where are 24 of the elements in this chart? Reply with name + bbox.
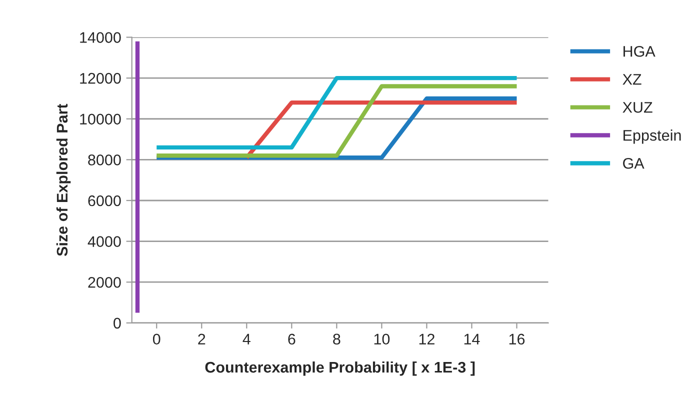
- x-tick-label: 10: [374, 334, 390, 345]
- legend-label: XZ: [622, 74, 642, 85]
- x-tick-label: 6: [288, 334, 296, 345]
- y-tick-label: 0: [114, 318, 121, 329]
- x-tick-label: 2: [198, 334, 206, 344]
- x-tick-label: 8: [333, 334, 340, 345]
- y-tick-label: 2000: [88, 276, 121, 288]
- y-tick-label: 10000: [80, 114, 121, 125]
- x-tick-label: 4: [242, 334, 250, 344]
- y-tick-label: 4000: [88, 236, 121, 247]
- y-tick-label: 14000: [80, 32, 121, 43]
- x-tick-label: 16: [509, 334, 525, 345]
- legend-label: Eppstein: [624, 130, 681, 144]
- legend-label: HGA: [624, 46, 656, 57]
- y-tick-label: 6000: [88, 195, 121, 206]
- x-tick-label: 12: [419, 334, 434, 344]
- legend-label: GA: [623, 158, 644, 169]
- legend-label: XUZ: [622, 102, 652, 113]
- x-tick-label: 0: [152, 334, 160, 345]
- y-tick-label: 12000: [80, 72, 121, 84]
- y-axis-title: Size of Explored Part: [56, 104, 71, 256]
- x-tick-label: 14: [464, 334, 480, 344]
- x-axis-title: Counterexample Probability [ x 1E-3 ]: [205, 361, 475, 376]
- y-tick-label: 8000: [88, 154, 121, 166]
